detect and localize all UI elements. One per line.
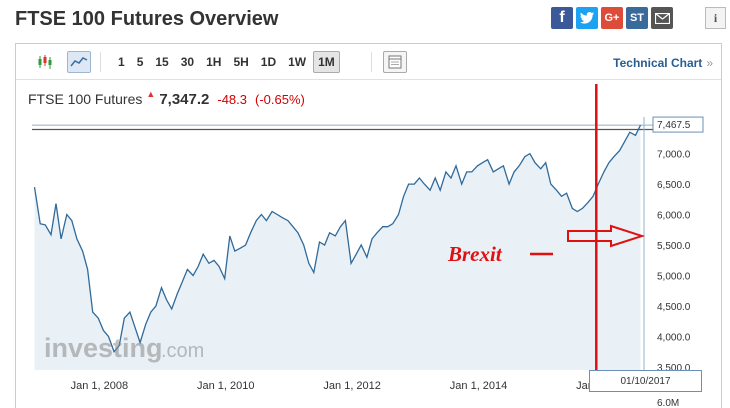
timeframe-selector: 1 5 15 30 1H 5H 1D 1W 1M: [113, 51, 340, 73]
stocktwits-label: ST: [629, 12, 645, 24]
timeframe-1m[interactable]: 1M: [313, 51, 340, 73]
quote-header: FTSE 100 Futures ▲ 7,347.2 -48.3 (-0.65%…: [28, 89, 305, 108]
timeframe-30[interactable]: 30: [180, 55, 195, 69]
timeframe-1[interactable]: 1: [118, 55, 125, 69]
toolbar-divider: [371, 52, 372, 72]
x-tick-label: Jan 1, 2010: [197, 380, 255, 392]
y-tick-label: 6,000.0: [657, 211, 691, 222]
facebook-share-button[interactable]: f: [551, 7, 573, 29]
volume-axis-label: 6.0M: [657, 398, 679, 408]
technical-chart-label: Technical Chart: [613, 56, 703, 70]
line-chart-icon: [70, 57, 88, 67]
email-share-button[interactable]: [651, 7, 673, 29]
googleplus-label: G+: [604, 12, 620, 24]
facebook-icon: f: [559, 9, 565, 26]
y-tick-label: 5,500.0: [657, 241, 691, 252]
info-button[interactable]: i: [705, 7, 726, 29]
x-tick-label: Jan 1, 2008: [71, 380, 128, 392]
y-tick-label: 3,500.0: [657, 363, 691, 374]
brexit-annotation-label: Brexit: [447, 242, 503, 266]
panel-icon: [388, 55, 402, 69]
double-chevron-right-icon: »: [706, 56, 713, 70]
chart-toolbar: 1 5 15 30 1H 5H 1D 1W 1M Technical Chart»: [16, 44, 721, 80]
price-area-fill: [34, 125, 641, 370]
stocktwits-share-button[interactable]: ST: [626, 7, 648, 29]
price-chart[interactable]: 7,000.0 6,500.0 6,000.0 5,500.0 5,000.0 4,500…: [16, 44, 721, 408]
current-price-box: [652, 116, 704, 133]
twitter-share-button[interactable]: [576, 7, 598, 29]
x-tick-label: Jan 1, 2014: [450, 380, 508, 392]
investing-watermark-suffix: .com: [161, 340, 204, 362]
timeframe-1h[interactable]: 1H: [206, 55, 222, 69]
timeframe-15[interactable]: 15: [155, 55, 169, 69]
googleplus-share-button[interactable]: G+: [601, 7, 623, 29]
y-tick-label: 5,000.0: [657, 272, 691, 283]
investing-watermark: investing: [44, 333, 163, 363]
price-change: -48.3: [217, 92, 247, 107]
current-price-label: 7,467.5: [657, 120, 691, 131]
page-title: FTSE 100 Futures Overview: [15, 8, 279, 30]
share-bar: f G+ ST: [551, 7, 673, 29]
twitter-bird-icon: [580, 12, 594, 24]
crosshair-date-label: 01/10/2017: [589, 370, 702, 392]
x-tick-label: Jan 1, 2012: [323, 380, 381, 392]
toolbar-divider: [100, 52, 101, 72]
timeframe-1d[interactable]: 1D: [260, 55, 277, 69]
layout-panel-button[interactable]: [383, 51, 407, 73]
candlestick-icon: [38, 55, 52, 69]
y-tick-label: 7,000.0: [657, 150, 691, 161]
timeframe-1w[interactable]: 1W: [288, 55, 307, 69]
instrument-name: FTSE 100 Futures: [28, 91, 143, 107]
technical-chart-link[interactable]: Technical Chart»: [613, 56, 713, 70]
envelope-icon: [654, 12, 670, 24]
timeframe-5h[interactable]: 5H: [233, 55, 249, 69]
y-tick-label: 4,500.0: [657, 302, 691, 313]
price-change-percent: (-0.65%): [255, 92, 305, 107]
info-icon: i: [713, 10, 718, 25]
y-tick-label: 4,000.0: [657, 332, 691, 343]
candlestick-chart-button[interactable]: [33, 51, 57, 73]
timeframe-5[interactable]: 5: [136, 55, 144, 69]
arrow-right-icon: [567, 224, 646, 248]
chart-widget: 1 5 15 30 1H 5H 1D 1W 1M Technical Chart» 7,000.…: [15, 43, 722, 408]
y-tick-label: 6,500.0: [657, 180, 691, 191]
line-chart-button[interactable]: [67, 51, 91, 73]
price-line: [33, 124, 642, 353]
price-direction-icon: ▲: [146, 89, 156, 99]
last-price: 7,347.2: [159, 91, 210, 108]
